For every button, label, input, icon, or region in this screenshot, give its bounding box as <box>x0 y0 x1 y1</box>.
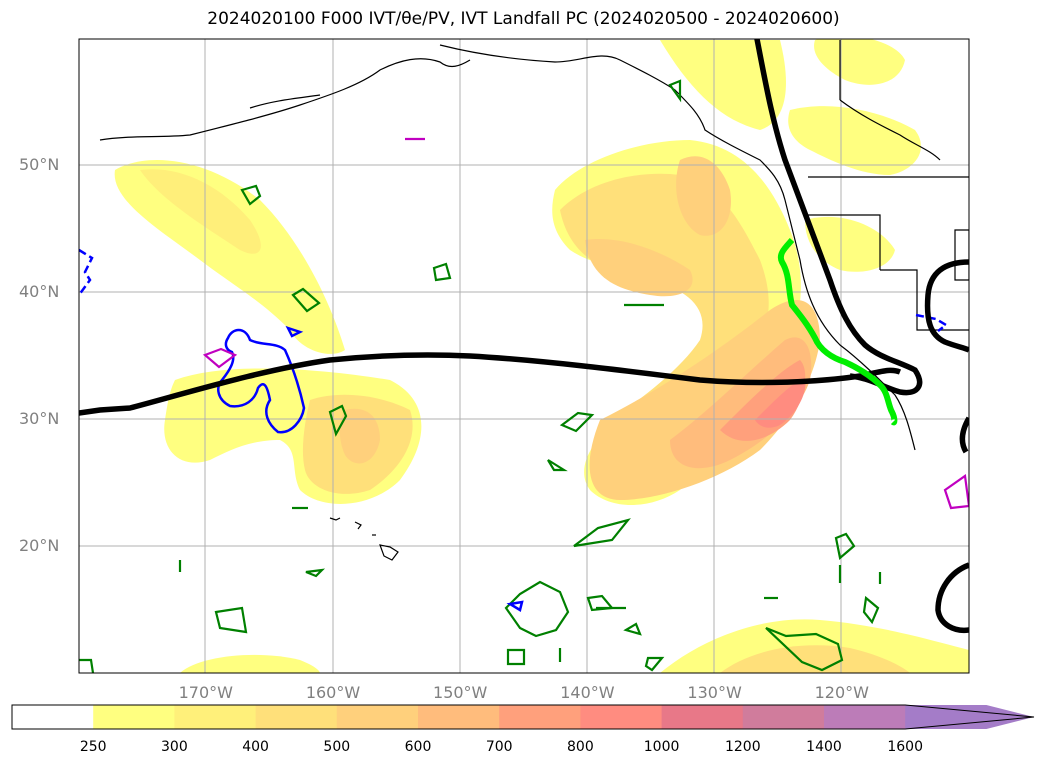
colorbar-segment <box>824 705 906 729</box>
colorbar-tick-label: 800 <box>567 739 594 755</box>
colorbar-tick-label: 1000 <box>643 739 680 755</box>
colorbar-segment <box>336 705 419 729</box>
lat-label: 30°N <box>19 409 60 428</box>
lon-label: 130°W <box>687 683 742 702</box>
pv-contours-blue <box>79 248 949 612</box>
colorbar-tick-label: 1200 <box>724 739 761 755</box>
colorbar-segment <box>12 705 94 729</box>
colorbar-tick-label: 1600 <box>887 739 924 755</box>
graticule <box>79 39 969 673</box>
colorbar-tick-label: 600 <box>404 739 432 755</box>
ivt-shading <box>114 39 969 673</box>
colorbar-outline <box>11 704 1035 730</box>
colorbar-tick-label: 500 <box>323 739 351 755</box>
landfall-pc-line <box>777 238 898 426</box>
colorbar-tick-label: 300 <box>161 739 188 755</box>
colorbar-segment <box>742 705 825 729</box>
lon-label: 140°W <box>560 683 615 702</box>
colorbar-segment <box>174 705 257 729</box>
colorbar-tick-label: 400 <box>242 739 269 755</box>
map-frame <box>78 38 970 674</box>
colorbar-segment <box>418 705 500 729</box>
ivt-colorbar <box>11 704 1035 730</box>
lon-label: 120°W <box>814 683 869 702</box>
colorbar-tick-label: 250 <box>79 739 107 755</box>
colorbar-segment <box>255 705 338 729</box>
colorbar-tick-label: 1400 <box>806 739 842 755</box>
lat-label: 20°N <box>19 536 60 555</box>
map-title: 2024020100 F000 IVT/θe/PV, IVT Landfall … <box>207 9 840 29</box>
pv-contours-magenta <box>202 137 969 510</box>
pv-contours-green <box>79 79 882 673</box>
lon-label: 170°W <box>178 683 233 702</box>
theta-e-contours <box>79 39 969 634</box>
colorbar-segment <box>499 705 581 729</box>
lon-label: 160°W <box>305 683 361 702</box>
colorbar-segment <box>93 705 175 729</box>
lat-label: 50°N <box>19 155 60 174</box>
colorbar-tick-label: 700 <box>485 739 513 755</box>
colorbar-extend-arrow <box>905 705 1034 729</box>
lon-label: 150°W <box>433 683 488 702</box>
colorbar-segment <box>580 705 663 729</box>
coastlines <box>99 40 969 561</box>
lat-label: 40°N <box>19 282 60 301</box>
colorbar-segment <box>661 705 744 729</box>
